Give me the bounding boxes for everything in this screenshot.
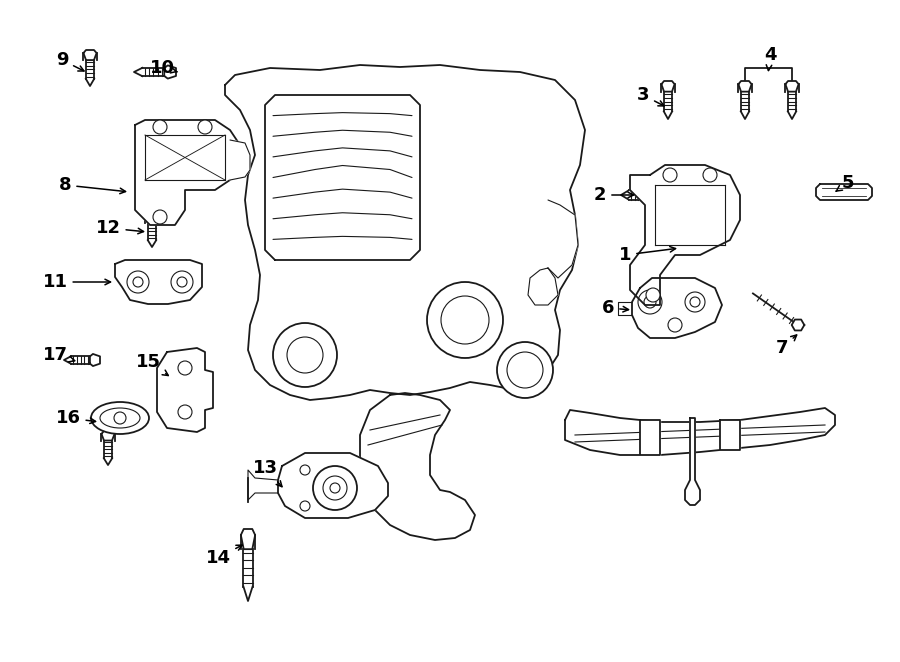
Circle shape xyxy=(427,282,503,358)
Text: 1: 1 xyxy=(619,246,676,264)
Polygon shape xyxy=(720,420,740,450)
Polygon shape xyxy=(816,184,872,200)
Circle shape xyxy=(273,323,337,387)
Polygon shape xyxy=(225,65,585,400)
Circle shape xyxy=(703,168,717,182)
Ellipse shape xyxy=(91,402,149,434)
Circle shape xyxy=(114,412,126,424)
Text: 6: 6 xyxy=(602,299,628,317)
Circle shape xyxy=(153,120,167,134)
Polygon shape xyxy=(115,260,202,304)
Text: 10: 10 xyxy=(149,59,177,77)
Text: 2: 2 xyxy=(594,186,634,204)
Text: 15: 15 xyxy=(136,353,168,375)
Polygon shape xyxy=(265,95,420,260)
Polygon shape xyxy=(640,420,660,455)
Text: 16: 16 xyxy=(56,409,95,427)
Text: 3: 3 xyxy=(637,86,664,106)
Polygon shape xyxy=(618,302,632,315)
Circle shape xyxy=(313,466,357,510)
Text: 7: 7 xyxy=(776,335,796,357)
Text: 5: 5 xyxy=(836,174,854,192)
Circle shape xyxy=(198,120,212,134)
Polygon shape xyxy=(135,120,240,225)
Circle shape xyxy=(646,288,660,302)
Text: 9: 9 xyxy=(56,51,84,71)
Text: 12: 12 xyxy=(95,219,143,237)
Text: 17: 17 xyxy=(42,346,75,364)
Polygon shape xyxy=(685,418,700,505)
Circle shape xyxy=(497,342,553,398)
Text: 13: 13 xyxy=(253,459,282,487)
Polygon shape xyxy=(528,268,558,305)
Text: 8: 8 xyxy=(58,176,125,194)
Polygon shape xyxy=(632,278,722,338)
Polygon shape xyxy=(360,393,475,540)
Text: 11: 11 xyxy=(42,273,111,291)
Polygon shape xyxy=(278,453,388,518)
Circle shape xyxy=(663,168,677,182)
Polygon shape xyxy=(565,408,835,455)
Polygon shape xyxy=(548,200,578,278)
Polygon shape xyxy=(230,140,250,180)
Polygon shape xyxy=(792,320,805,330)
Polygon shape xyxy=(157,348,213,432)
Text: 4: 4 xyxy=(764,46,776,71)
Polygon shape xyxy=(248,470,278,500)
Text: 14: 14 xyxy=(205,545,242,567)
Polygon shape xyxy=(630,165,740,305)
Circle shape xyxy=(153,210,167,224)
